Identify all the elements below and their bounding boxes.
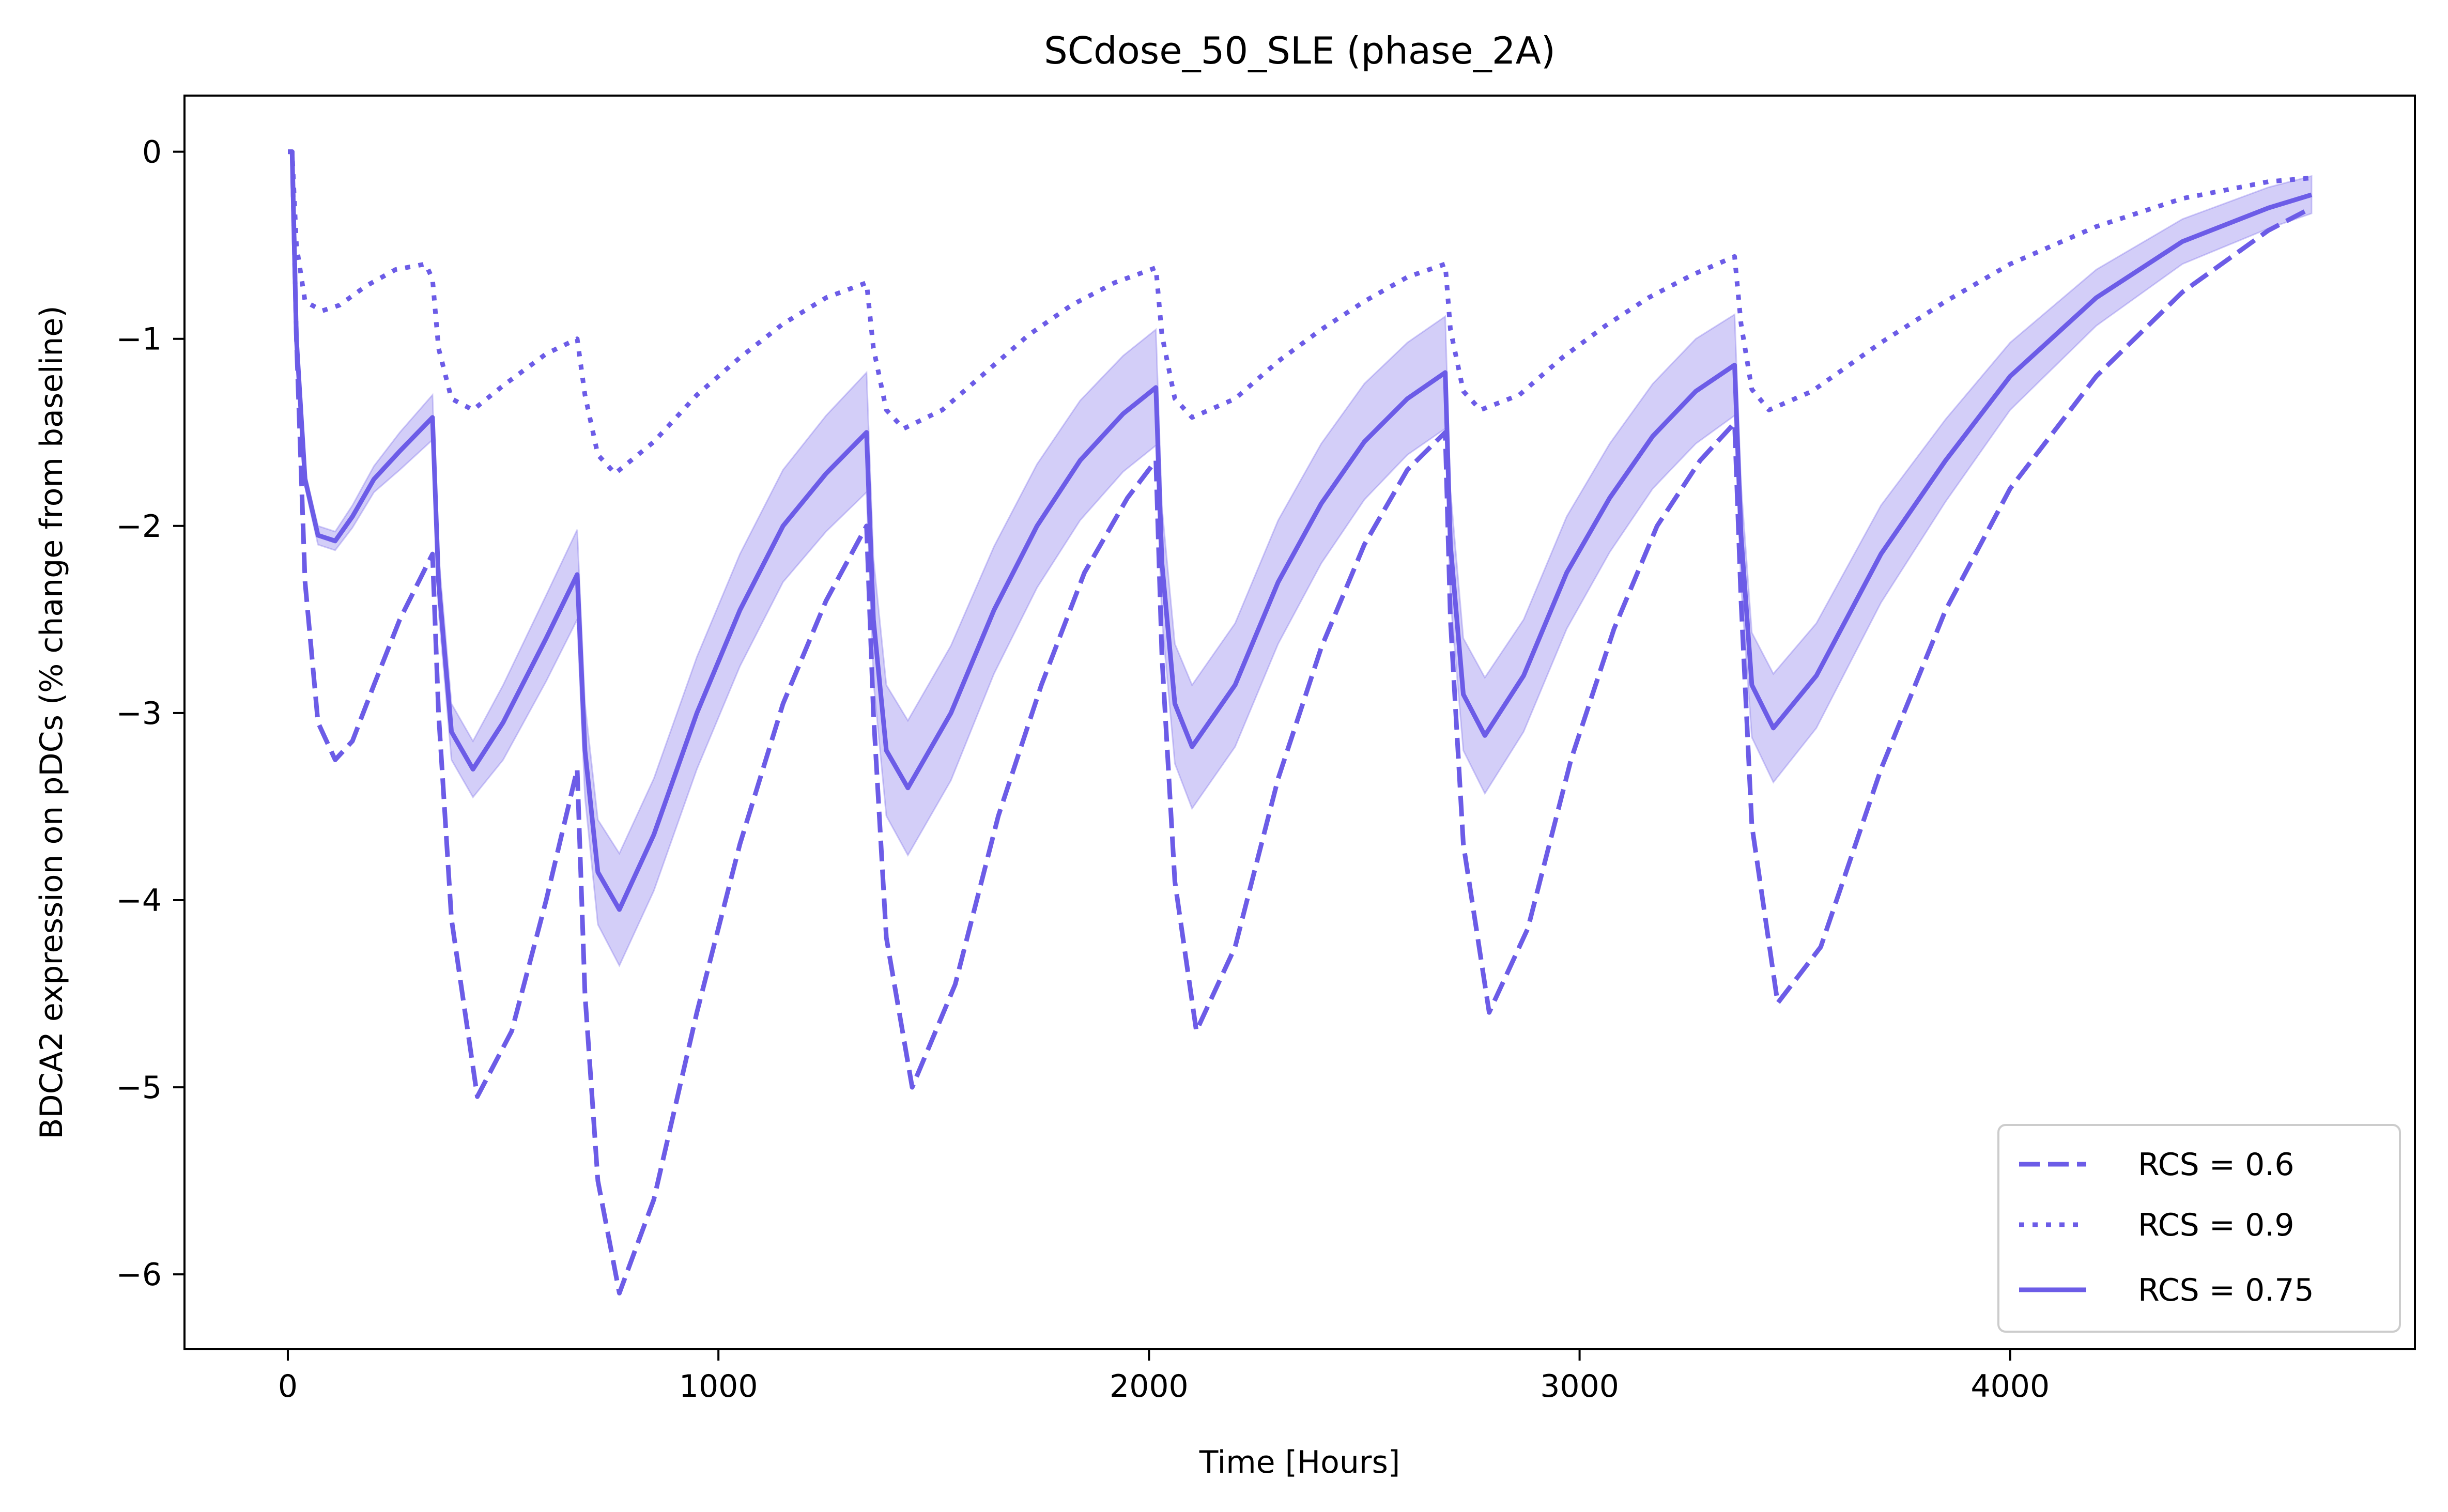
x-axis-label: Time [Hours] — [1199, 1444, 1400, 1480]
plot-frame — [183, 95, 2416, 1350]
legend-label: RCS = 0.6 — [2138, 1147, 2295, 1183]
y-tick-label: −1 — [116, 321, 162, 358]
legend: RCS = 0.6 RCS = 0.9 RCS = 0.75 — [1997, 1124, 2401, 1333]
x-tick-label: 1000 — [679, 1368, 758, 1405]
y-tick-label: −4 — [116, 883, 162, 919]
legend-label: RCS = 0.9 — [2138, 1207, 2295, 1243]
series-line-dotted — [288, 149, 2312, 476]
x-tick-label: 2000 — [1110, 1368, 1189, 1405]
x-tick-label: 4000 — [1970, 1368, 2050, 1405]
y-tick-label: −6 — [116, 1257, 162, 1293]
x-axis: 0 1000 2000 3000 4000 — [278, 1349, 2050, 1405]
y-tick-label: −3 — [116, 696, 162, 732]
x-tick-label: 0 — [278, 1368, 298, 1405]
y-tick-label: 0 — [142, 134, 162, 171]
y-tick-label: −2 — [116, 508, 162, 545]
x-tick-label: 3000 — [1540, 1368, 1619, 1405]
chart-title: SCdose_50_SLE (phase_2A) — [1044, 29, 1556, 72]
plot-area — [288, 149, 2313, 1295]
series-line-solid — [288, 149, 2313, 912]
legend-box — [1997, 1124, 2401, 1333]
y-tick-label: −5 — [116, 1070, 162, 1106]
series-line-dashed — [288, 149, 2313, 1295]
y-axis-label: BDCA2 expression on pDCs (% change from … — [34, 305, 70, 1139]
y-axis: 0 −1 −2 −3 −4 −5 −6 — [116, 134, 184, 1293]
legend-label: RCS = 0.75 — [2138, 1272, 2314, 1308]
